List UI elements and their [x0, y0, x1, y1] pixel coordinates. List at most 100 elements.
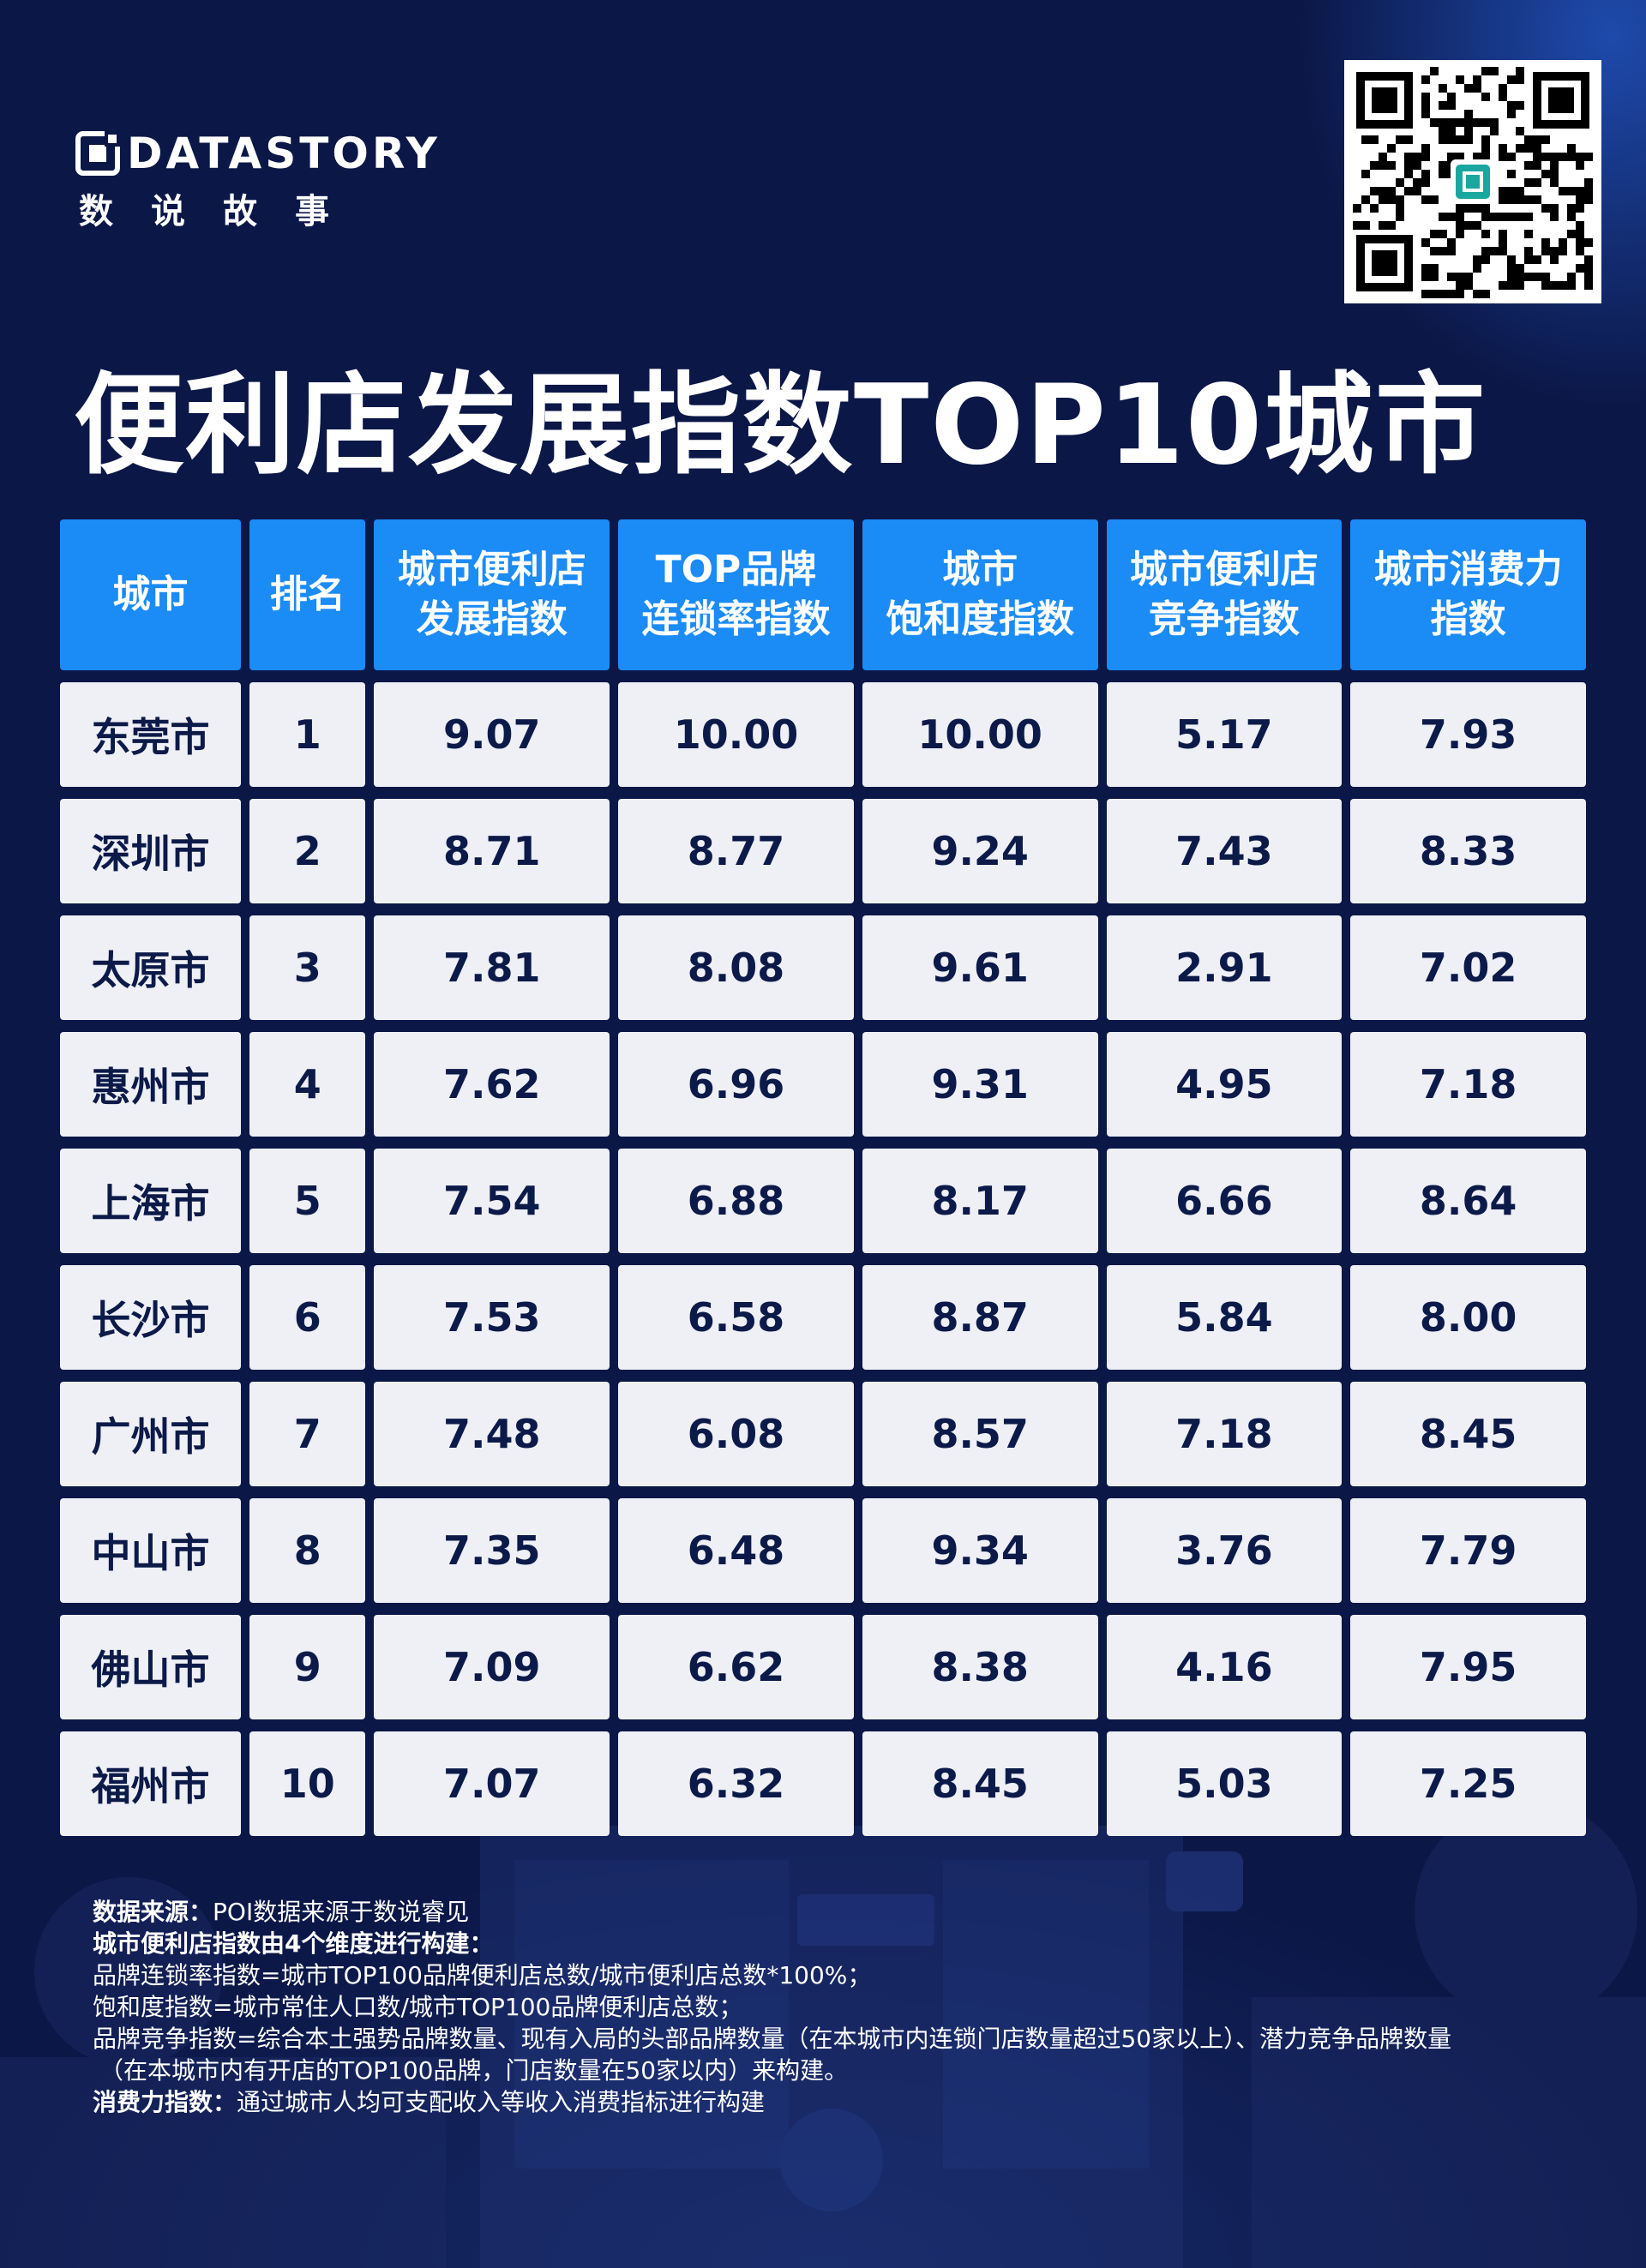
- value-cell: 7.09: [374, 1615, 610, 1719]
- value-cell: 8.87: [862, 1265, 1098, 1370]
- rank-cell: 7: [249, 1382, 366, 1486]
- value-cell: 7.07: [374, 1731, 610, 1836]
- column-header: 城市便利店 竞争指数: [1106, 519, 1343, 670]
- column-header: 城市 饱和度指数: [862, 519, 1098, 670]
- ranking-table: 城市 排名 城市便利店 发展指数 TOP品牌 连锁率指数 城市 饱和度指数 城市便利店 竞…: [60, 519, 1586, 1848]
- value-cell: 5.03: [1106, 1731, 1343, 1836]
- storefront-illustration: [0, 1800, 1646, 2268]
- data-notes: 数据来源：POI数据来源于数说睿见 城市便利店指数由4个维度进行构建： 品牌连锁率指…: [93, 1896, 1567, 2118]
- value-cell: 7.35: [374, 1498, 610, 1603]
- rank-cell: 4: [249, 1032, 366, 1137]
- note-text: 品牌竞争指数=综合本土强势品牌数量、现有入局的头部品牌数量（在本城市内连锁门店数…: [93, 2025, 1452, 2053]
- note-line: （在本城市内有开店的TOP100品牌，门店数量在50家以内）来构建。: [93, 2055, 1567, 2086]
- value-cell: 6.58: [618, 1265, 854, 1370]
- note-line: 数据来源：POI数据来源于数说睿见: [93, 1896, 1567, 1928]
- city-cell: 东莞市: [60, 682, 242, 787]
- rank-cell: 5: [249, 1149, 366, 1253]
- table-body: 东莞市 1 9.07 10.00 10.00 5.17 7.93 深圳市 2 8.71 8.77 9.…: [60, 682, 1586, 1836]
- page-title: 便利店发展指数TOP10城市: [74, 362, 1487, 489]
- value-cell: 10.00: [862, 682, 1098, 787]
- table-header-row: 城市 排名 城市便利店 发展指数 TOP品牌 连锁率指数 城市 饱和度指数 城市便利店 竞…: [60, 519, 1586, 670]
- value-cell: 5.84: [1106, 1265, 1343, 1370]
- table-row: 中山市 8 7.35 6.48 9.34 3.76 7.79: [60, 1498, 1586, 1603]
- city-cell: 佛山市: [60, 1615, 242, 1719]
- value-cell: 6.62: [618, 1615, 854, 1719]
- note-line: 城市便利店指数由4个维度进行构建：: [93, 1928, 1567, 1959]
- rank-cell: 8: [249, 1498, 366, 1603]
- value-cell: 7.25: [1350, 1731, 1586, 1836]
- note-text: （在本城市内有开店的TOP100品牌，门店数量在50家以内）来构建。: [99, 2056, 849, 2085]
- value-cell: 6.32: [618, 1731, 854, 1836]
- city-cell: 中山市: [60, 1498, 242, 1603]
- value-cell: 8.00: [1350, 1265, 1586, 1370]
- value-cell: 3.76: [1106, 1498, 1343, 1603]
- note-key: 消费力指数：: [93, 2088, 237, 2116]
- value-cell: 7.54: [374, 1149, 610, 1253]
- rank-cell: 3: [249, 915, 366, 1020]
- table-row: 长沙市 6 7.53 6.58 8.87 5.84 8.00: [60, 1265, 1586, 1370]
- note-key: 数据来源：: [93, 1898, 213, 1926]
- value-cell: 7.43: [1106, 799, 1343, 903]
- value-cell: 9.31: [862, 1032, 1098, 1137]
- value-cell: 10.00: [618, 682, 854, 787]
- value-cell: 8.08: [618, 915, 854, 1020]
- city-cell: 长沙市: [60, 1265, 242, 1370]
- value-cell: 6.08: [618, 1382, 854, 1486]
- table-row: 福州市 10 7.07 6.32 8.45 5.03 7.25: [60, 1731, 1586, 1836]
- rank-cell: 10: [249, 1731, 366, 1836]
- note-line: 饱和度指数=城市常住人口数/城市TOP100品牌便利店总数；: [93, 1991, 1567, 2023]
- brand-subtitle: 数说故事: [79, 192, 367, 231]
- brand-name: DATASTORY: [127, 129, 441, 178]
- city-cell: 福州市: [60, 1731, 242, 1836]
- note-key: 城市便利店指数由4个维度进行构建：: [93, 1929, 494, 1958]
- value-cell: 7.18: [1106, 1382, 1343, 1486]
- column-header: 城市消费力 指数: [1350, 519, 1586, 670]
- value-cell: 6.66: [1106, 1149, 1343, 1253]
- rank-cell: 9: [249, 1615, 366, 1719]
- value-cell: 7.18: [1350, 1032, 1586, 1137]
- value-cell: 5.17: [1106, 682, 1343, 787]
- value-cell: 9.07: [374, 682, 610, 787]
- rank-cell: 6: [249, 1265, 366, 1370]
- value-cell: 6.48: [618, 1498, 854, 1603]
- value-cell: 8.38: [862, 1615, 1098, 1719]
- brand-logo: DATASTORY 数说故事: [75, 129, 441, 233]
- value-cell: 7.62: [374, 1032, 610, 1137]
- note-line: 消费力指数：通过城市人均可支配收入等收入消费指标进行构建: [93, 2086, 1567, 2118]
- city-cell: 惠州市: [60, 1032, 242, 1137]
- value-cell: 7.93: [1350, 682, 1586, 787]
- value-cell: 4.95: [1106, 1032, 1343, 1137]
- city-cell: 深圳市: [60, 799, 242, 903]
- note-text: 通过城市人均可支配收入等收入消费指标进行构建: [237, 2088, 766, 2116]
- value-cell: 8.57: [862, 1382, 1098, 1486]
- value-cell: 6.96: [618, 1032, 854, 1137]
- table-row: 太原市 3 7.81 8.08 9.61 2.91 7.02: [60, 915, 1586, 1020]
- value-cell: 2.91: [1106, 915, 1343, 1020]
- value-cell: 8.33: [1350, 799, 1586, 903]
- column-header: 城市便利店 发展指数: [374, 519, 610, 670]
- note-text: 饱和度指数=城市常住人口数/城市TOP100品牌便利店总数；: [93, 1993, 743, 2021]
- value-cell: 6.88: [618, 1149, 854, 1253]
- city-cell: 广州市: [60, 1382, 242, 1486]
- datastory-logo-icon: [75, 131, 120, 176]
- note-line: 品牌连锁率指数=城市TOP100品牌便利店总数/城市便利店总数*100%；: [93, 1959, 1567, 1991]
- value-cell: 9.34: [862, 1498, 1098, 1603]
- note-text: 品牌连锁率指数=城市TOP100品牌便利店总数/城市便利店总数*100%；: [93, 1961, 872, 1989]
- column-header: 排名: [249, 519, 366, 670]
- value-cell: 7.48: [374, 1382, 610, 1486]
- value-cell: 7.79: [1350, 1498, 1586, 1603]
- value-cell: 8.45: [862, 1731, 1098, 1836]
- column-header: 城市: [60, 519, 242, 670]
- value-cell: 7.02: [1350, 915, 1586, 1020]
- rank-cell: 1: [249, 682, 366, 787]
- value-cell: 7.95: [1350, 1615, 1586, 1719]
- value-cell: 9.61: [862, 915, 1098, 1020]
- table-row: 广州市 7 7.48 6.08 8.57 7.18 8.45: [60, 1382, 1586, 1486]
- value-cell: 8.77: [618, 799, 854, 903]
- column-header: TOP品牌 连锁率指数: [618, 519, 854, 670]
- note-text: POI数据来源于数说睿见: [213, 1898, 470, 1926]
- value-cell: 8.45: [1350, 1382, 1586, 1486]
- table-row: 佛山市 9 7.09 6.62 8.38 4.16 7.95: [60, 1615, 1586, 1719]
- value-cell: 8.17: [862, 1149, 1098, 1253]
- rank-cell: 2: [249, 799, 366, 903]
